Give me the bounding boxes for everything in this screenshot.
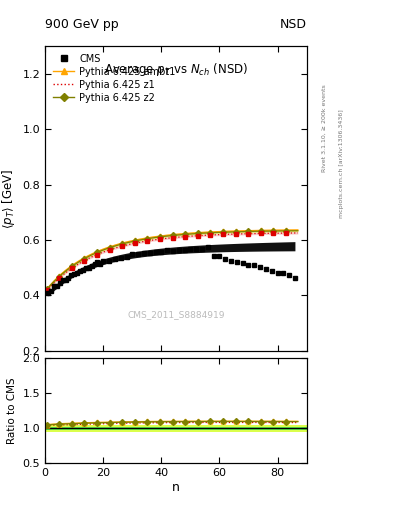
Y-axis label: $\langle p_T \rangle$ [GeV]: $\langle p_T \rangle$ [GeV] [0, 168, 17, 228]
Text: CMS_2011_S8884919: CMS_2011_S8884919 [127, 310, 225, 318]
Bar [45, 424, 307, 432]
Legend: CMS, Pythia 6.425 ambt1, Pythia 6.425 z1, Pythia 6.425 z2: CMS, Pythia 6.425 ambt1, Pythia 6.425 z1… [50, 51, 178, 105]
Text: Rivet 3.1.10, ≥ 200k events: Rivet 3.1.10, ≥ 200k events [322, 84, 327, 172]
X-axis label: n: n [172, 481, 180, 494]
Bar [45, 426, 307, 430]
Text: 900 GeV pp: 900 GeV pp [45, 18, 119, 31]
Text: Average $p_T$ vs $N_{ch}$ (NSD): Average $p_T$ vs $N_{ch}$ (NSD) [104, 61, 248, 78]
Y-axis label: Ratio to CMS: Ratio to CMS [7, 377, 17, 444]
Text: mcplots.cern.ch [arXiv:1306.3436]: mcplots.cern.ch [arXiv:1306.3436] [340, 110, 344, 218]
Text: NSD: NSD [279, 18, 307, 31]
